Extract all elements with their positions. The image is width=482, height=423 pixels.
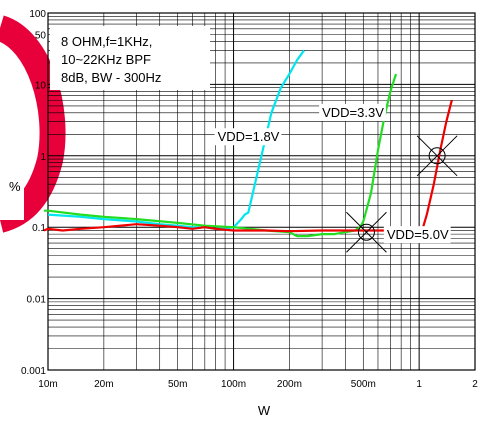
plot-border [47, 12, 476, 371]
y-tick-label: 100 [29, 9, 46, 20]
annotation-box [383, 226, 451, 244]
marker-cross-line [416, 135, 458, 177]
series-line [43, 99, 453, 233]
y-axis-ticks: 100 50 10 1 0.1 0.01 0.001 [21, 9, 46, 377]
y-tick-label: 1 [40, 152, 46, 163]
x-tick-label: 20m [94, 379, 113, 390]
marker-circle [357, 223, 375, 241]
y-tick-label: 0.1 [32, 223, 46, 234]
marker-cross-line [346, 211, 387, 253]
series-line [43, 73, 398, 238]
x-tick-label: 200m [277, 379, 302, 390]
conditions-box: 8 OHM,f=1KHz, 10~22KHz BPF 8dB, BW - 300… [50, 26, 210, 90]
x-tick-label: 100m [221, 379, 246, 390]
y-tick-label: 10 [35, 80, 47, 91]
annotations: VDD=1.8V VDD=3.3V VDD=5.0V [214, 103, 451, 244]
annotation-label: VDD=3.3V [322, 105, 384, 120]
x-tick-label: 2 [472, 379, 478, 390]
y-tick-label: 0.001 [21, 366, 46, 377]
condition-line-1: 8 OHM,f=1KHz, [61, 34, 152, 49]
x-tick-label: 10m [38, 379, 57, 390]
annotation-label: VDD=1.8V [218, 129, 280, 144]
series-lines [43, 49, 453, 238]
y-tick-label: 0.01 [27, 295, 47, 306]
condition-line-2: 10~22KHz BPF [61, 52, 151, 67]
annotation-label: VDD=5.0V [387, 227, 449, 242]
x-tick-label: 50m [168, 379, 187, 390]
x-axis-label: W [258, 403, 271, 418]
annotation-box [319, 103, 386, 121]
x-tick-label: 1 [416, 379, 422, 390]
plot-frame [47, 12, 476, 371]
y-tick-label: 50 [35, 30, 47, 41]
condition-line-3: 8dB, BW - 300Hz [61, 70, 161, 85]
y-axis-label: % [9, 179, 21, 194]
x-axis-ticks: 10m 20m 50m 100m 200m 500m 1 2 [38, 379, 478, 390]
markers [346, 135, 458, 253]
marker-circle [428, 147, 446, 165]
x-tick-label: 500m [351, 379, 376, 390]
annotation-box [214, 128, 282, 146]
watermark-arc [0, 15, 66, 233]
